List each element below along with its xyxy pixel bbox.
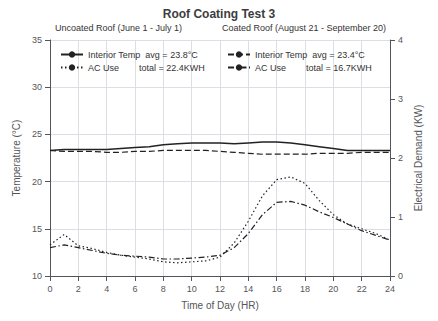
svg-text:Time of Day (HR): Time of Day (HR)	[181, 300, 258, 311]
svg-text:6: 6	[132, 284, 137, 294]
svg-text:24: 24	[385, 284, 395, 294]
svg-text:AC Use total = 16.7KWH: AC Use total = 16.7KWH	[255, 63, 372, 73]
svg-text:18: 18	[300, 284, 310, 294]
svg-text:Electrical Demand (KW): Electrical Demand (KW)	[413, 105, 424, 212]
svg-text:8: 8	[161, 284, 166, 294]
svg-text:Roof Coating Test 3: Roof Coating Test 3	[163, 7, 276, 21]
svg-text:14: 14	[243, 284, 253, 294]
svg-text:16: 16	[272, 284, 282, 294]
svg-text:22: 22	[357, 284, 367, 294]
svg-text:12: 12	[215, 284, 225, 294]
svg-text:30: 30	[32, 82, 42, 92]
svg-text:20: 20	[32, 177, 42, 187]
svg-text:20: 20	[328, 284, 338, 294]
svg-text:10: 10	[187, 284, 197, 294]
svg-text:AC Use total = 22.4KWH: AC Use total = 22.4KWH	[88, 63, 205, 73]
svg-text:Interior Temp avg = 23.4°C: Interior Temp avg = 23.4°C	[255, 50, 365, 60]
svg-text:3: 3	[398, 94, 403, 104]
svg-text:0: 0	[47, 284, 52, 294]
svg-text:25: 25	[32, 129, 42, 139]
svg-text:4: 4	[398, 35, 403, 45]
svg-text:Coated Roof (August 21 - Septe: Coated Roof (August 21 - September 20)	[222, 23, 386, 33]
svg-text:Uncoated Roof (June 1 - July 1: Uncoated Roof (June 1 - July 1)	[55, 23, 182, 33]
svg-text:4: 4	[104, 284, 109, 294]
svg-text:2: 2	[76, 284, 81, 294]
svg-text:15: 15	[32, 224, 42, 234]
svg-text:Interior Temp avg = 23.8°C: Interior Temp avg = 23.8°C	[88, 50, 198, 60]
svg-text:35: 35	[32, 35, 42, 45]
svg-text:1: 1	[398, 212, 403, 222]
svg-text:Temperature (°C): Temperature (°C)	[11, 120, 22, 197]
svg-text:10: 10	[32, 271, 42, 281]
svg-text:2: 2	[398, 153, 403, 163]
svg-text:0: 0	[398, 271, 403, 281]
